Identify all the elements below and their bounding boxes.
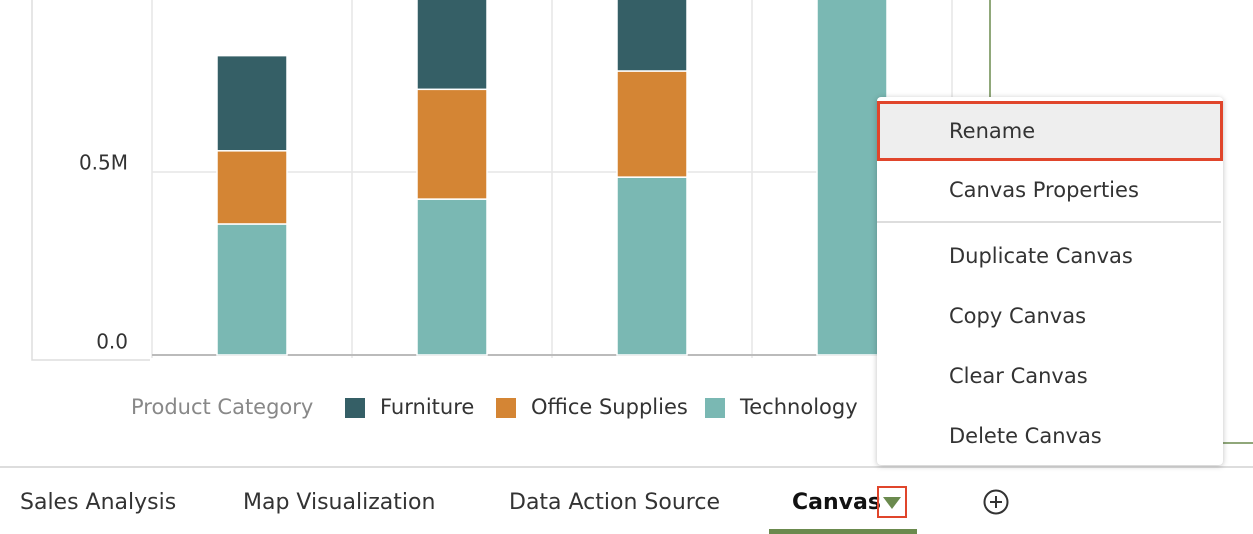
legend-label: Furniture [380, 395, 474, 419]
legend-label: Office Supplies [531, 395, 688, 419]
bar-segment [416, 0, 488, 91]
menu-item[interactable]: Clear Canvas [949, 364, 1088, 388]
bar-segment [416, 198, 488, 356]
menu-item[interactable]: Canvas Properties [949, 178, 1139, 202]
active-tab[interactable]: Canvas [792, 490, 881, 515]
tab[interactable]: Sales Analysis [20, 490, 177, 515]
bar-segment [616, 70, 688, 178]
y-tick-label: 0.5M [79, 151, 128, 175]
tab[interactable]: Data Action Source [509, 490, 720, 515]
context-menu: Rename Canvas Properties Duplicate Canva… [877, 97, 1223, 465]
legend-title: Product Category [131, 395, 313, 419]
legend-swatch [496, 398, 516, 418]
add-canvas-button[interactable] [983, 488, 1011, 516]
menu-item[interactable]: Copy Canvas [949, 304, 1087, 328]
bar-segment [616, 0, 688, 72]
menu-item[interactable]: Rename [877, 101, 1223, 161]
legend-swatch [345, 398, 365, 418]
y-tick-label: 0.0 [96, 330, 128, 354]
legend-label: Technology [739, 395, 858, 419]
tab-bar-border [0, 466, 1253, 468]
active-tab-underline [769, 529, 917, 534]
chart: Product Category 0.0 0.5M Furniture Office … [31, 0, 1253, 444]
tab[interactable]: Map Visualization [243, 490, 436, 515]
dropdown-icon [883, 497, 901, 509]
menu-item[interactable]: Duplicate Canvas [949, 244, 1133, 268]
tab-dropdown[interactable] [877, 486, 907, 518]
axis-frame [31, 0, 150, 361]
bar-segment [216, 223, 288, 356]
legend-swatch [705, 398, 725, 418]
separator [877, 221, 1221, 223]
bar-segment [616, 176, 688, 356]
menu-item[interactable]: Delete Canvas [949, 424, 1102, 448]
bar-segment [816, 0, 888, 356]
bar-segment [416, 88, 488, 200]
bar-segment [216, 150, 288, 225]
bar-segment [216, 54, 288, 152]
